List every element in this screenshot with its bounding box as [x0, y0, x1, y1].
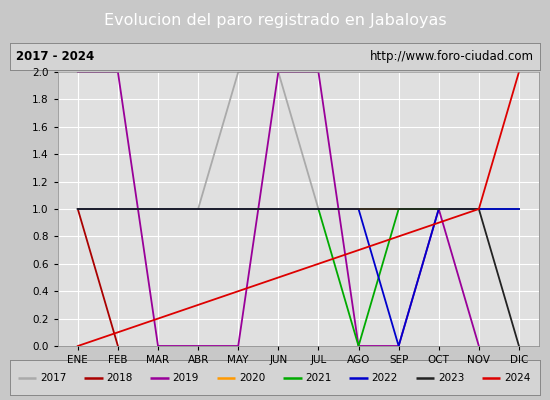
- Text: 2018: 2018: [106, 373, 133, 382]
- Text: http://www.foro-ciudad.com: http://www.foro-ciudad.com: [370, 50, 534, 63]
- Text: 2017 - 2024: 2017 - 2024: [16, 50, 95, 63]
- Text: 2019: 2019: [173, 373, 199, 382]
- Text: 2024: 2024: [504, 373, 530, 382]
- Text: 2021: 2021: [305, 373, 332, 382]
- Text: 2017: 2017: [40, 373, 67, 382]
- Text: 2020: 2020: [239, 373, 265, 382]
- Text: Evolucion del paro registrado en Jabaloyas: Evolucion del paro registrado en Jabaloy…: [104, 14, 446, 28]
- Text: 2022: 2022: [371, 373, 398, 382]
- Text: 2023: 2023: [438, 373, 464, 382]
